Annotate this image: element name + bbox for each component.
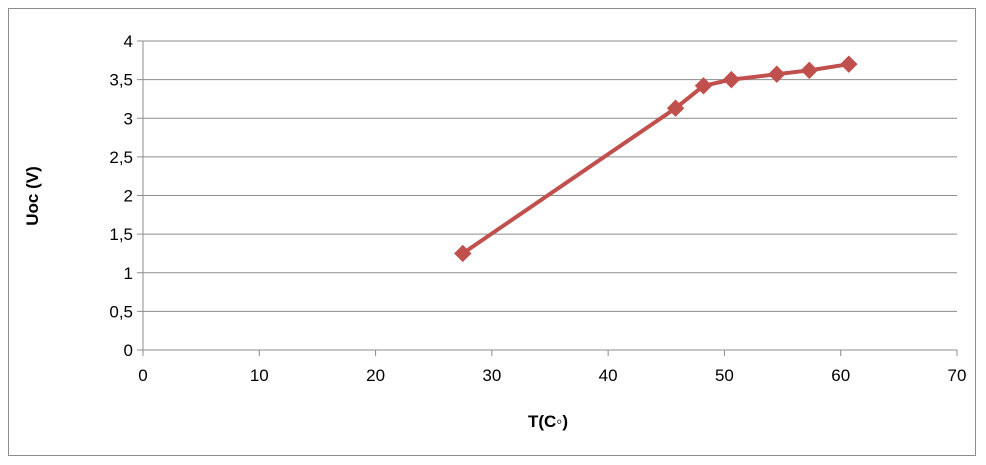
y-tick-labels: 0 0,5 1 1,5 2 2,5 3 3,5 4 xyxy=(109,32,133,360)
gridlines xyxy=(143,40,957,312)
data-point-marker xyxy=(722,70,741,89)
y-tick-label: 4 xyxy=(124,32,133,51)
x-axis-title: T(C◦) xyxy=(528,412,568,431)
series xyxy=(454,55,858,263)
x-tick-label: 20 xyxy=(366,366,385,385)
x-tick-label: 30 xyxy=(482,366,501,385)
y-tick-label: 2 xyxy=(124,187,133,206)
y-tick-label: 1,5 xyxy=(109,225,133,244)
axes xyxy=(137,40,958,356)
x-tick-label: 10 xyxy=(250,366,269,385)
data-point-marker xyxy=(454,244,472,263)
x-tick-label: 0 xyxy=(138,366,147,385)
y-tick-label: 2,5 xyxy=(109,148,133,167)
x-tick-label: 60 xyxy=(831,366,850,385)
y-axis-title: Uoc (V) xyxy=(23,166,42,226)
y-tick-label: 3,5 xyxy=(109,71,133,90)
data-point-marker xyxy=(694,77,713,95)
data-point-marker xyxy=(800,61,819,80)
x-tick-label: 50 xyxy=(715,366,734,385)
data-point-marker xyxy=(768,65,786,83)
y-tick-label: 0,5 xyxy=(109,302,133,321)
y-tick-label: 1 xyxy=(124,264,133,283)
x-tick-labels: 0 10 20 30 40 50 60 70 xyxy=(138,366,966,385)
x-tick-label: 40 xyxy=(599,366,618,385)
data-point-marker xyxy=(666,99,685,117)
data-point-marker xyxy=(840,55,858,73)
y-tick-label: 0 xyxy=(124,341,133,360)
y-tick-label: 3 xyxy=(124,109,133,128)
series-line xyxy=(460,62,851,256)
x-tick-label: 70 xyxy=(948,366,967,385)
